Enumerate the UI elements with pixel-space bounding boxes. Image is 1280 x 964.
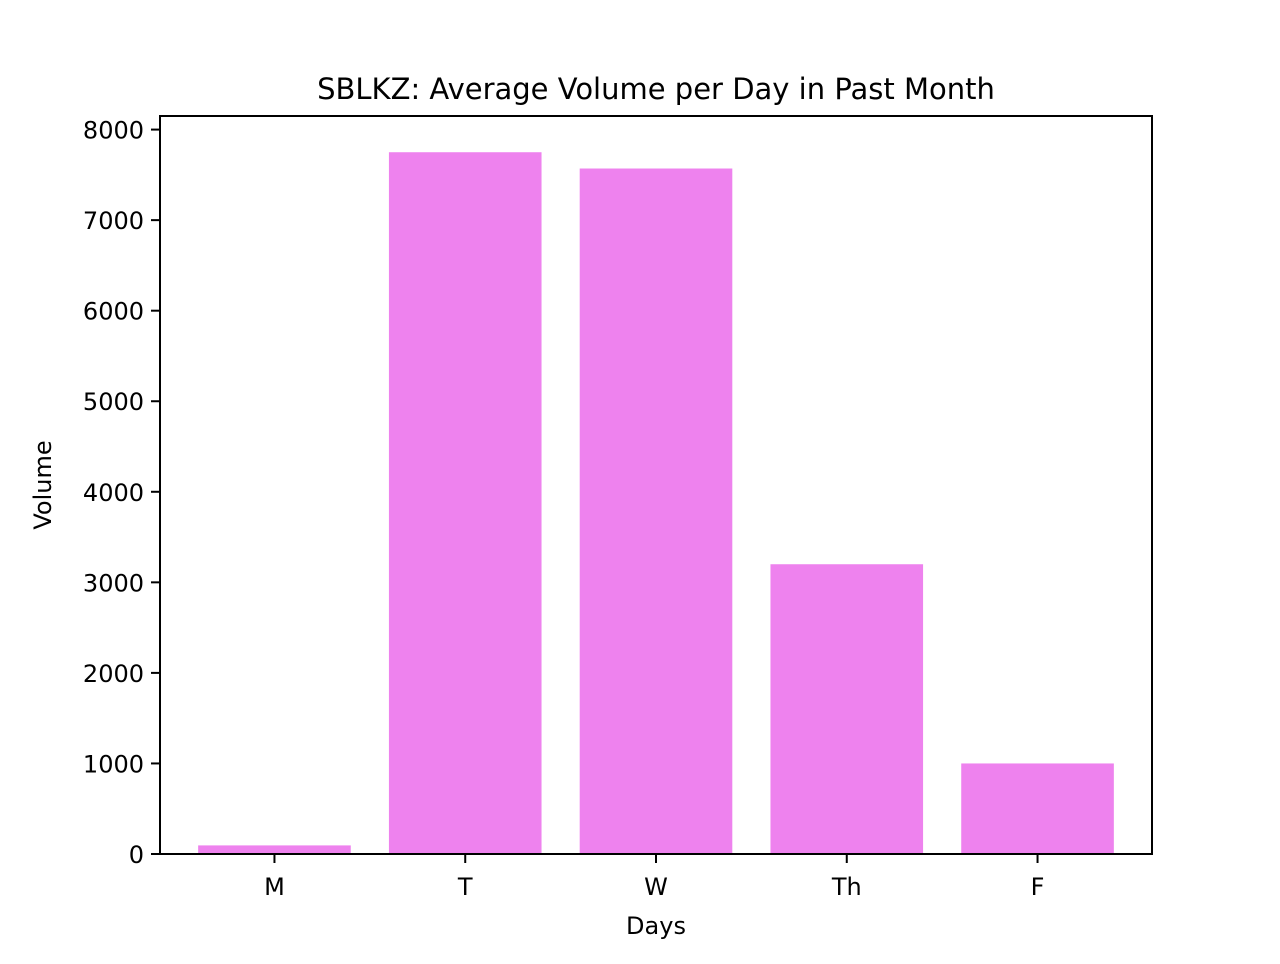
bars-layer <box>198 152 1114 855</box>
x-axis-label: Days <box>626 912 686 940</box>
y-tick-label: 8000 <box>83 117 144 145</box>
x-tick-label: W <box>644 873 668 901</box>
y-tick-label: 0 <box>129 841 144 869</box>
y-tick-label: 1000 <box>83 750 144 778</box>
bar-t <box>388 152 542 855</box>
y-tick-label: 2000 <box>83 660 144 688</box>
y-tick-label: 6000 <box>83 298 144 326</box>
bar-f <box>961 763 1114 854</box>
chart-title: SBLKZ: Average Volume per Day in Past Mo… <box>317 72 995 106</box>
x-axis: M T W Th F <box>264 854 1044 901</box>
bar-w <box>579 168 733 854</box>
x-tick-label: Th <box>831 873 862 901</box>
bar-m <box>198 845 351 854</box>
y-axis-label: Volume <box>29 440 57 529</box>
y-tick-label: 3000 <box>83 569 144 597</box>
plot-frame <box>159 115 1153 855</box>
y-axis: 0 1000 2000 3000 4000 5000 6000 7000 8000 <box>83 117 160 869</box>
y-tick-label: 5000 <box>83 388 144 416</box>
x-tick-label: F <box>1031 873 1045 901</box>
x-tick-label: M <box>264 873 285 901</box>
bar-th <box>770 564 924 854</box>
x-tick-label: T <box>457 873 473 901</box>
y-tick-label: 4000 <box>83 479 144 507</box>
y-tick-label: 7000 <box>83 207 144 235</box>
